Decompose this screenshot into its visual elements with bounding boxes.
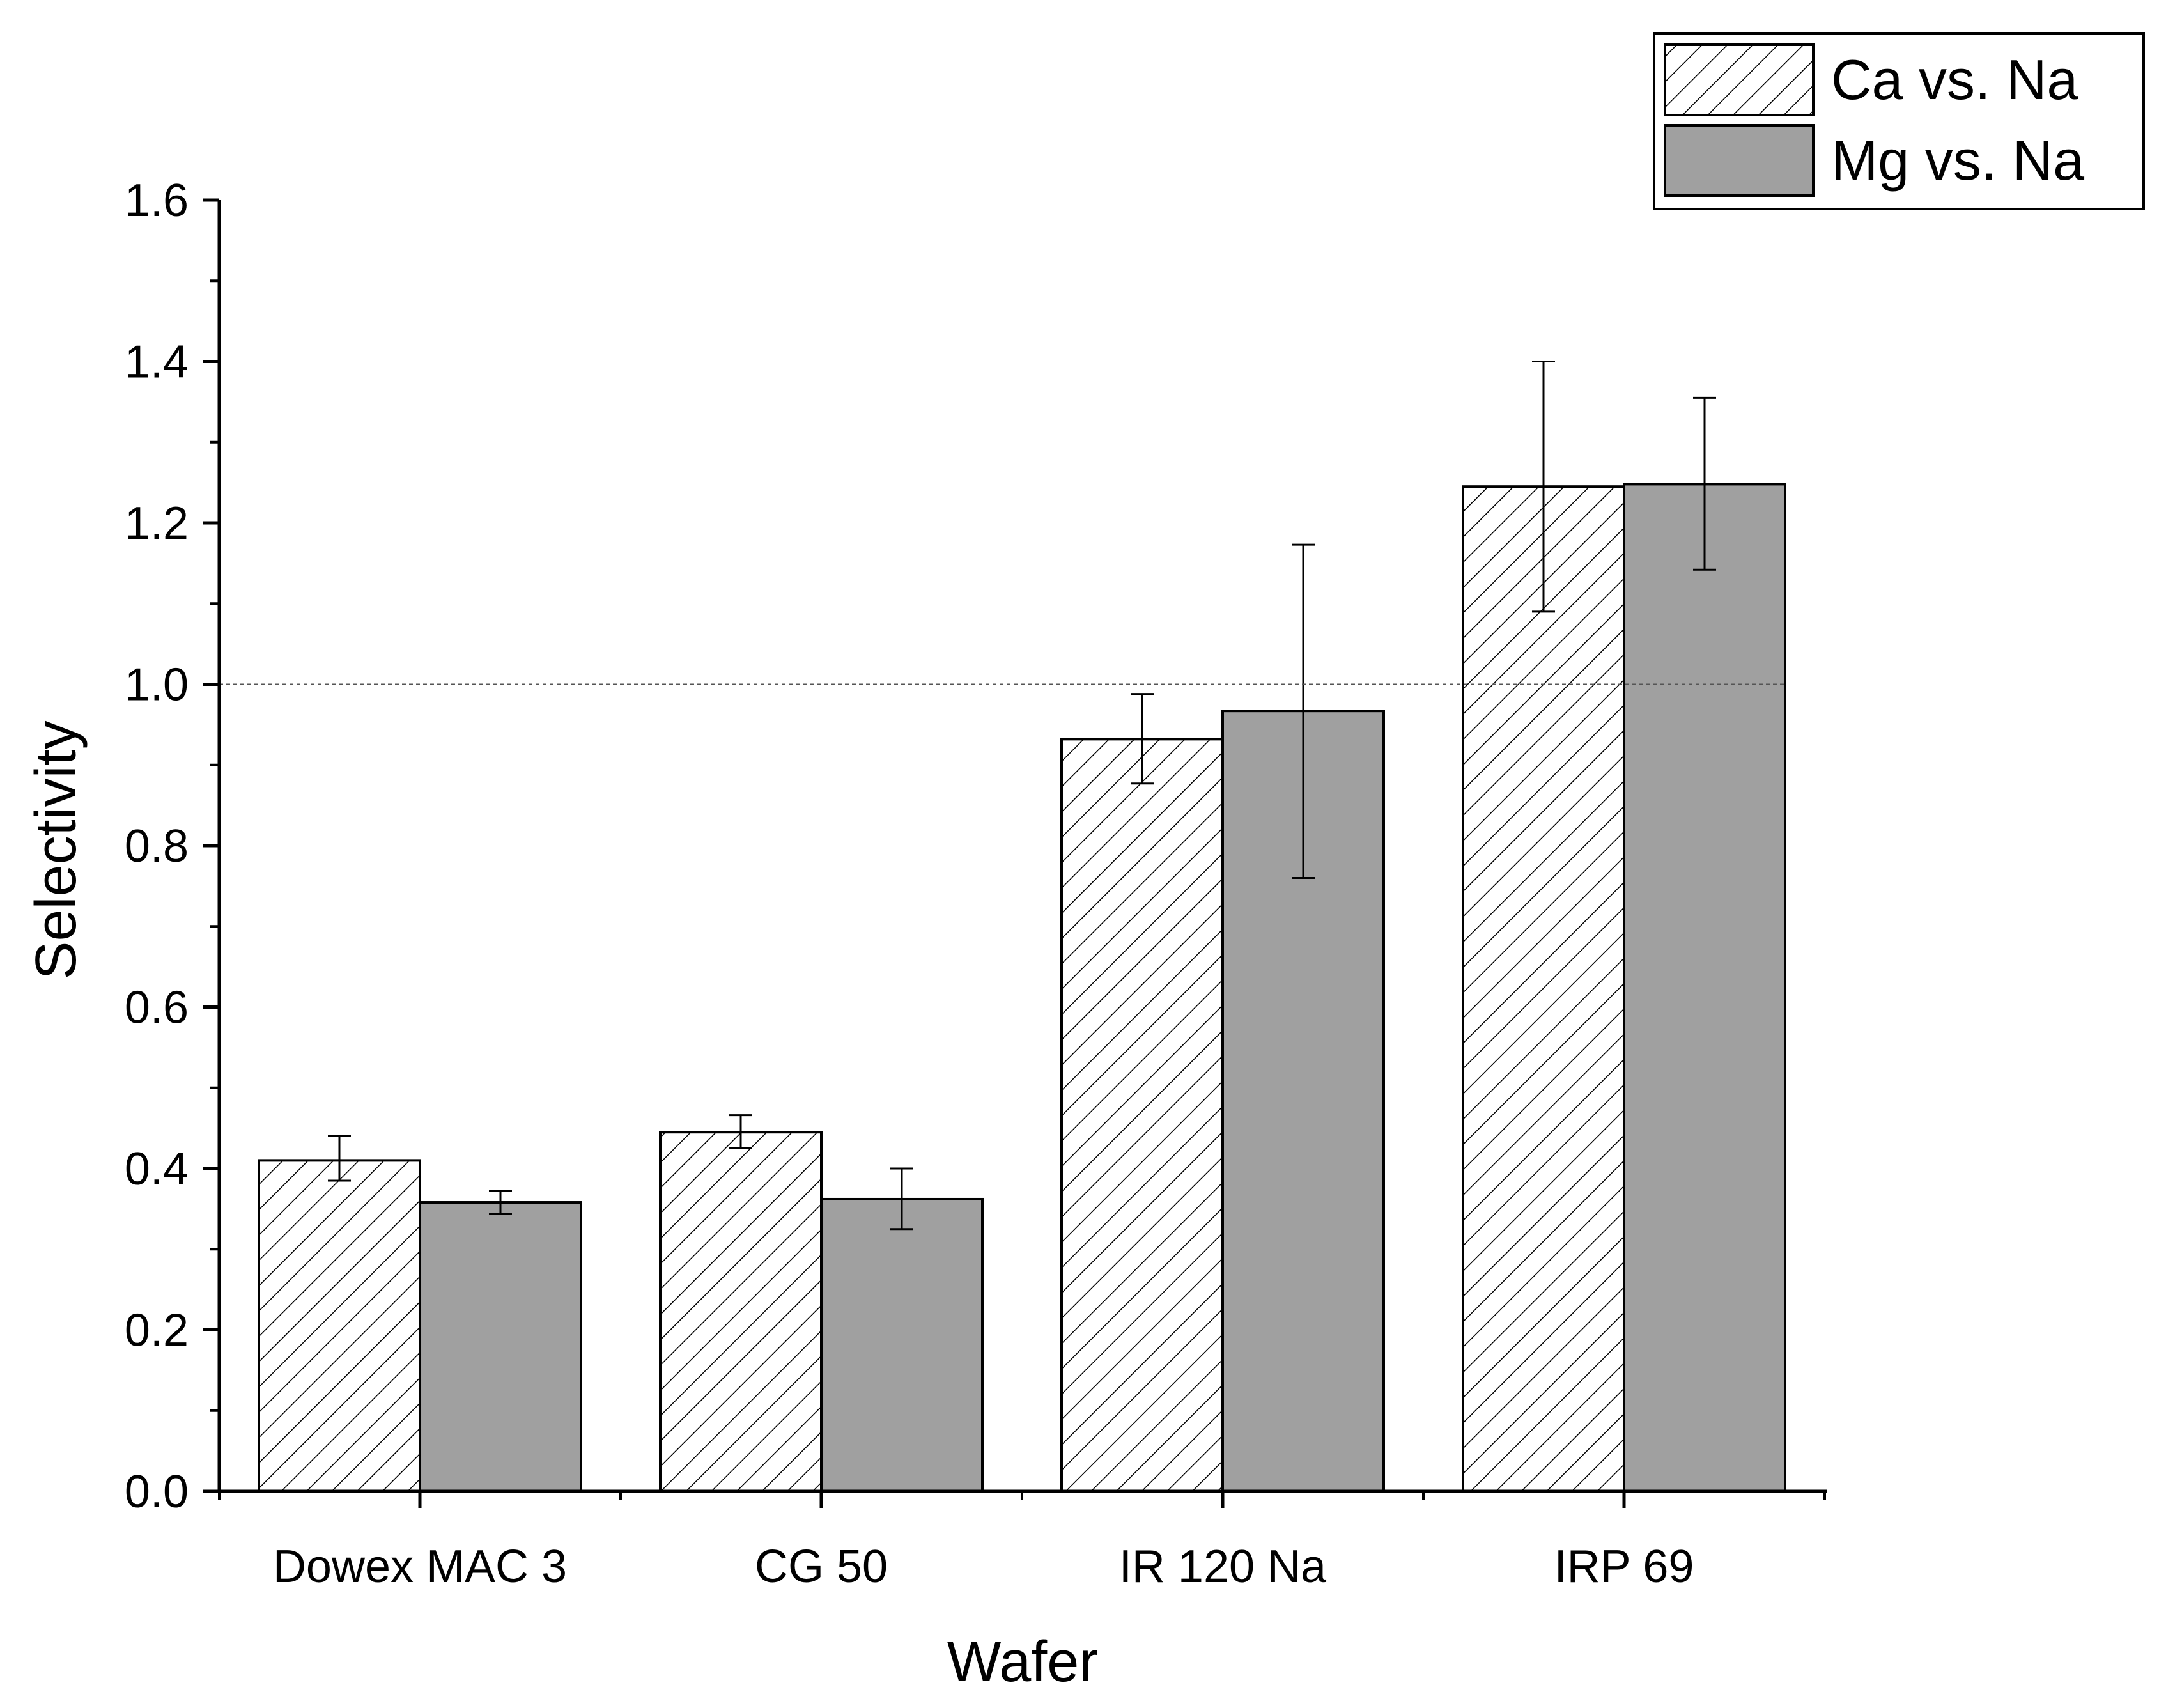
bar-mg-0 [419,1201,582,1493]
x-axis-title: Wafer [947,1630,1099,1694]
x-tick-label-3: IRP 69 [1554,1541,1694,1592]
bar-ca-3 [1462,485,1625,1493]
legend-swatch-1 [1664,124,1815,197]
y-tick-label-6: 1.2 [125,498,189,549]
bar-ca-0 [258,1159,421,1493]
error-bars-layer [328,361,1716,1231]
legend-label-1: Mg vs. Na [1831,128,2084,192]
legend-swatch-0 [1664,43,1815,116]
bar-mg-1 [820,1197,984,1493]
y-tick-label-0: 0.0 [125,1466,189,1518]
bar-ca-2 [1060,738,1224,1493]
y-tick-label-5: 1.0 [125,660,189,711]
y-tick-label-4: 0.8 [125,821,189,872]
x-tick-label-1: CG 50 [755,1541,888,1592]
legend-label-0: Ca vs. Na [1831,48,2078,111]
labels-layer: Dowex MAC 3 CG 50 IR 120 Na IRP 69 0.0 0.2 0.4… [125,175,1694,1592]
y-tick-label-3: 0.6 [125,982,189,1034]
y-tick-label-8: 1.6 [125,175,189,226]
y-axis-title: Selectivity [24,720,88,979]
axes-layer [203,198,1827,1508]
y-tick-label-2: 0.4 [125,1144,189,1195]
y-tick-label-7: 1.4 [125,337,189,388]
bars-layer [258,483,1786,1493]
y-tick-label-1: 0.2 [125,1305,189,1356]
legend: Ca vs. Na Mg vs. Na [1653,32,2145,210]
bar-mg-3 [1623,483,1786,1493]
bar-ca-1 [659,1131,823,1493]
x-tick-label-2: IR 120 Na [1119,1541,1327,1592]
x-tick-label-0: Dowex MAC 3 [273,1541,567,1592]
